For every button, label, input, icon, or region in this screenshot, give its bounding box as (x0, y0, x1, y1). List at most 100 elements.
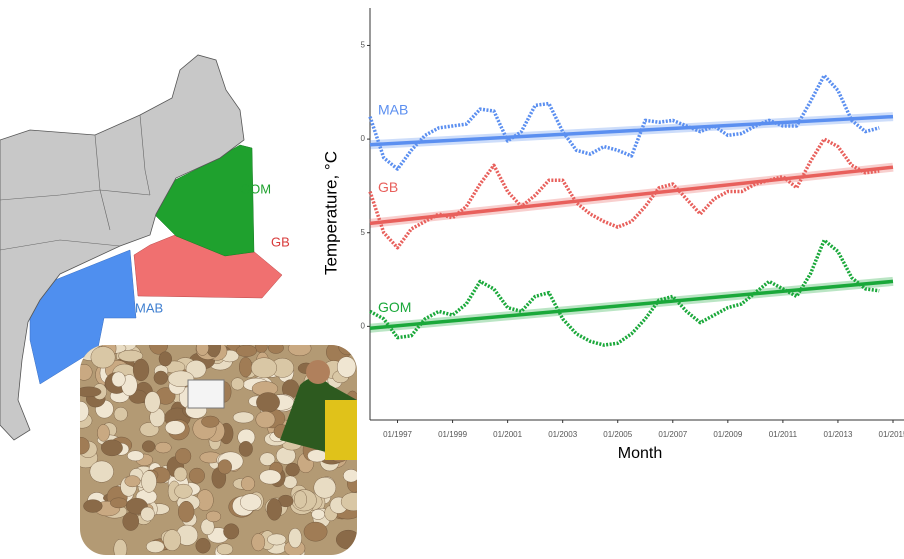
scallop (235, 345, 257, 357)
scallop (201, 415, 220, 428)
scallop (155, 442, 172, 454)
scallop (140, 506, 155, 522)
scallop (232, 411, 255, 424)
map-label: GB (271, 234, 290, 249)
scallop (288, 528, 302, 549)
scallop (90, 346, 116, 369)
scallop (144, 391, 161, 413)
scallop (303, 521, 328, 542)
x-tick-label: 01/2013 (823, 430, 852, 439)
map: GOM GB MAB (0, 54, 290, 441)
scallop (174, 483, 193, 499)
scallop (255, 411, 276, 429)
borders (0, 189, 151, 201)
scallop (231, 377, 245, 391)
scallop (185, 360, 207, 379)
y-tick-label: 17.5 (349, 41, 365, 50)
scallop (259, 469, 282, 485)
y-tick-label: 15.0 (349, 134, 365, 143)
scallop (267, 345, 284, 354)
scallop (294, 490, 307, 509)
x-axis-title: Month (618, 445, 662, 462)
scallop (80, 364, 93, 381)
scallop (343, 469, 357, 483)
map-label: GOM (240, 181, 271, 196)
map-label: MAB (135, 300, 163, 315)
x-tick-label: 01/2003 (548, 430, 577, 439)
scallop (101, 439, 123, 457)
overalls (325, 400, 357, 460)
trend-line (369, 114, 894, 147)
scallop (266, 498, 282, 521)
scallop (80, 401, 89, 422)
scallop (267, 533, 287, 546)
scallop (97, 424, 110, 442)
series-label: GOM (378, 299, 411, 315)
x-tick-label: 01/2015 (879, 430, 904, 439)
scallop (175, 448, 192, 465)
scallop (146, 540, 165, 553)
scallop (350, 345, 357, 355)
scallop (195, 537, 211, 554)
scallop (122, 511, 139, 531)
x-tick-label: 01/2009 (713, 430, 742, 439)
scallop (288, 345, 312, 356)
scallop (153, 370, 169, 385)
scallop (149, 345, 168, 355)
scallop (196, 345, 209, 356)
scallop (83, 499, 103, 513)
scallop (251, 357, 278, 379)
scallop (178, 501, 195, 523)
trend-line (369, 165, 894, 226)
mab-region (29, 249, 137, 385)
scallop (311, 509, 325, 520)
land (0, 54, 245, 441)
scallop (240, 476, 255, 491)
fisherman-head (306, 360, 330, 384)
scallop (239, 357, 253, 378)
scallop (89, 460, 114, 483)
x-tick-label: 01/2007 (658, 430, 687, 439)
scallop (124, 475, 141, 488)
scallop (259, 452, 276, 466)
series-label: MAB (378, 101, 408, 117)
scallop (110, 497, 128, 509)
scallop (336, 529, 357, 550)
scallop (216, 543, 234, 555)
y-axis-title: Temperature, °C (321, 151, 340, 275)
photo (80, 345, 357, 555)
chart: 10.0 12.5 15.0 17.5 01/1997 01/1999 01/2001 01/… (349, 8, 904, 439)
scallop (142, 440, 156, 453)
scallop (80, 437, 90, 455)
gom-region (154, 144, 255, 257)
scallop (340, 492, 357, 512)
scallop (165, 420, 186, 435)
scallop (338, 345, 357, 356)
scallops (80, 345, 357, 555)
scallop (223, 523, 240, 540)
scallop (141, 470, 157, 493)
scallop (205, 510, 222, 523)
trend-line (369, 279, 894, 330)
scallop (158, 351, 172, 367)
sign (187, 379, 225, 409)
scallop (238, 441, 253, 457)
scallop (163, 529, 181, 551)
scallop (188, 467, 205, 484)
series-line (368, 73, 880, 171)
y-tick-label: 12.5 (349, 228, 365, 237)
series-label: GB (378, 179, 398, 195)
scallop (118, 349, 143, 362)
scallop (307, 449, 327, 463)
scallop (111, 371, 126, 388)
scallop (337, 356, 357, 378)
scallop (240, 493, 262, 511)
x-tick-label: 01/2001 (493, 430, 522, 439)
scallop (167, 370, 195, 387)
scallop (80, 386, 102, 398)
scallop (127, 450, 144, 462)
borders (0, 239, 121, 251)
scallop (254, 345, 268, 353)
scallop (256, 392, 280, 413)
